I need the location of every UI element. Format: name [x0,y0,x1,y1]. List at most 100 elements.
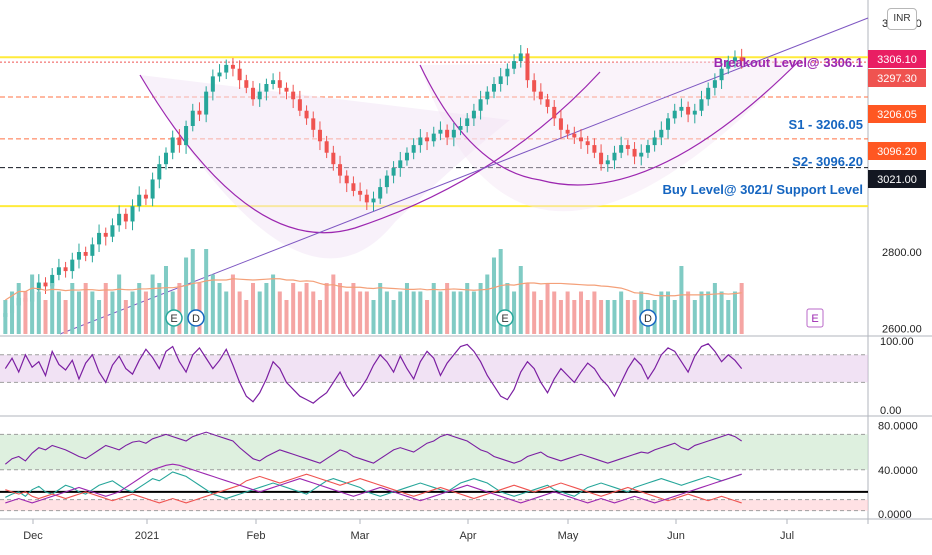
candle-body [532,80,537,92]
volume-bar [672,300,677,334]
annotation-2: S2- 3096.20 [792,154,863,169]
volume-bar [224,291,229,334]
time-tick-7: Jul [780,530,794,542]
volume-bar [465,283,470,334]
candle-body [612,152,617,161]
volume-bar [478,283,483,334]
volume-bar [63,300,68,334]
candle-body [297,99,302,111]
candle-body [117,213,122,226]
osc2-series-3 [5,463,742,504]
time-tick-2: Feb [247,530,266,542]
volume-bar [76,291,81,334]
volume-bar [458,291,463,334]
price-tag-0: 3306.10 [868,50,926,68]
candle-body [210,76,215,92]
volume-bar [552,291,557,334]
candle-body [197,110,202,115]
event-marker-box [806,308,824,328]
volume-bar [271,274,276,334]
volume-bar [90,291,95,334]
volume-bar [177,283,182,334]
price-tag-bg [868,50,926,68]
price-axis: 3400.002800.002600.00100.000.0080.000040… [878,18,922,521]
price-tag-bg [868,142,926,160]
event-marker-circle [187,309,205,327]
volume-bar [491,257,496,334]
event-marker-label: D [644,313,652,325]
event-marker-2[interactable]: E [496,309,514,327]
candle-body [338,164,343,176]
candle-body [465,118,470,126]
volume-bar [512,291,517,334]
price-tag-bg [868,69,926,87]
candle-body [371,198,376,203]
volume-bar [599,300,604,334]
osc2-band-lower [0,499,868,511]
price-tag-text: 3021.00 [877,174,917,186]
candle-body [699,99,704,111]
candle-body [451,129,456,138]
volume-bar [525,283,530,334]
volume-bar [732,291,737,334]
volume-bar [431,283,436,334]
osc1-line [4,343,743,404]
volume-bar [712,283,717,334]
volume-bar [518,266,523,334]
candle-body [204,91,209,115]
volume-bar [277,291,282,334]
event-marker-4[interactable]: E [806,308,824,328]
candle-body [110,225,115,237]
candle-body [471,110,476,119]
osc2-band-upper [0,434,868,470]
currency-label[interactable]: INR [887,8,917,30]
volume-bar [317,300,322,334]
event-marker-circle [639,309,657,327]
annotation-3: Buy Level@ 3021/ Support Level [662,182,863,197]
time-tick-0: Dec [23,530,43,542]
volume-bar [344,291,349,334]
candle-body [257,91,262,100]
volume-bar [451,291,456,334]
price-tag-4: 3021.00 [868,170,926,188]
candle-body [726,61,731,69]
annotation-0: Breakout Level@ 3306.1 [714,55,863,70]
volume-bar [445,283,450,334]
volume-bar [338,283,343,334]
candle-body [190,110,195,126]
candle-body [639,152,644,157]
volume-bar [304,283,309,334]
event-marker-circle [165,309,183,327]
volume-bar [425,300,430,334]
candle-body [351,183,356,191]
time-tick-6: Jun [667,530,685,542]
time-tick-4: Apr [459,530,476,542]
candle-body [217,72,222,77]
candle-body [36,282,41,291]
candle-body [458,126,463,130]
annotation-1: S1 - 3206.05 [789,117,863,132]
candle-body [491,84,496,92]
event-marker-3[interactable]: D [639,309,657,327]
volume-bar [625,300,630,334]
volume-bar [471,291,476,334]
price-tick-2: 2600.00 [882,323,922,335]
volume-bar [210,274,215,334]
volume-bar [592,291,597,334]
volume-bar [110,291,115,334]
candle-body [224,64,229,73]
volume-bar [612,300,617,334]
event-marker-0[interactable]: E [165,309,183,327]
candle-body [438,129,443,134]
candle-body [666,118,671,130]
candle-body [592,145,597,153]
candle-body [50,274,55,287]
event-marker-1[interactable]: D [187,309,205,327]
candle-body [652,137,657,146]
volume-bar [538,300,543,334]
candle-body [143,194,148,199]
candle-body [90,244,95,256]
candle-body [632,148,637,157]
candle-body [679,106,684,111]
